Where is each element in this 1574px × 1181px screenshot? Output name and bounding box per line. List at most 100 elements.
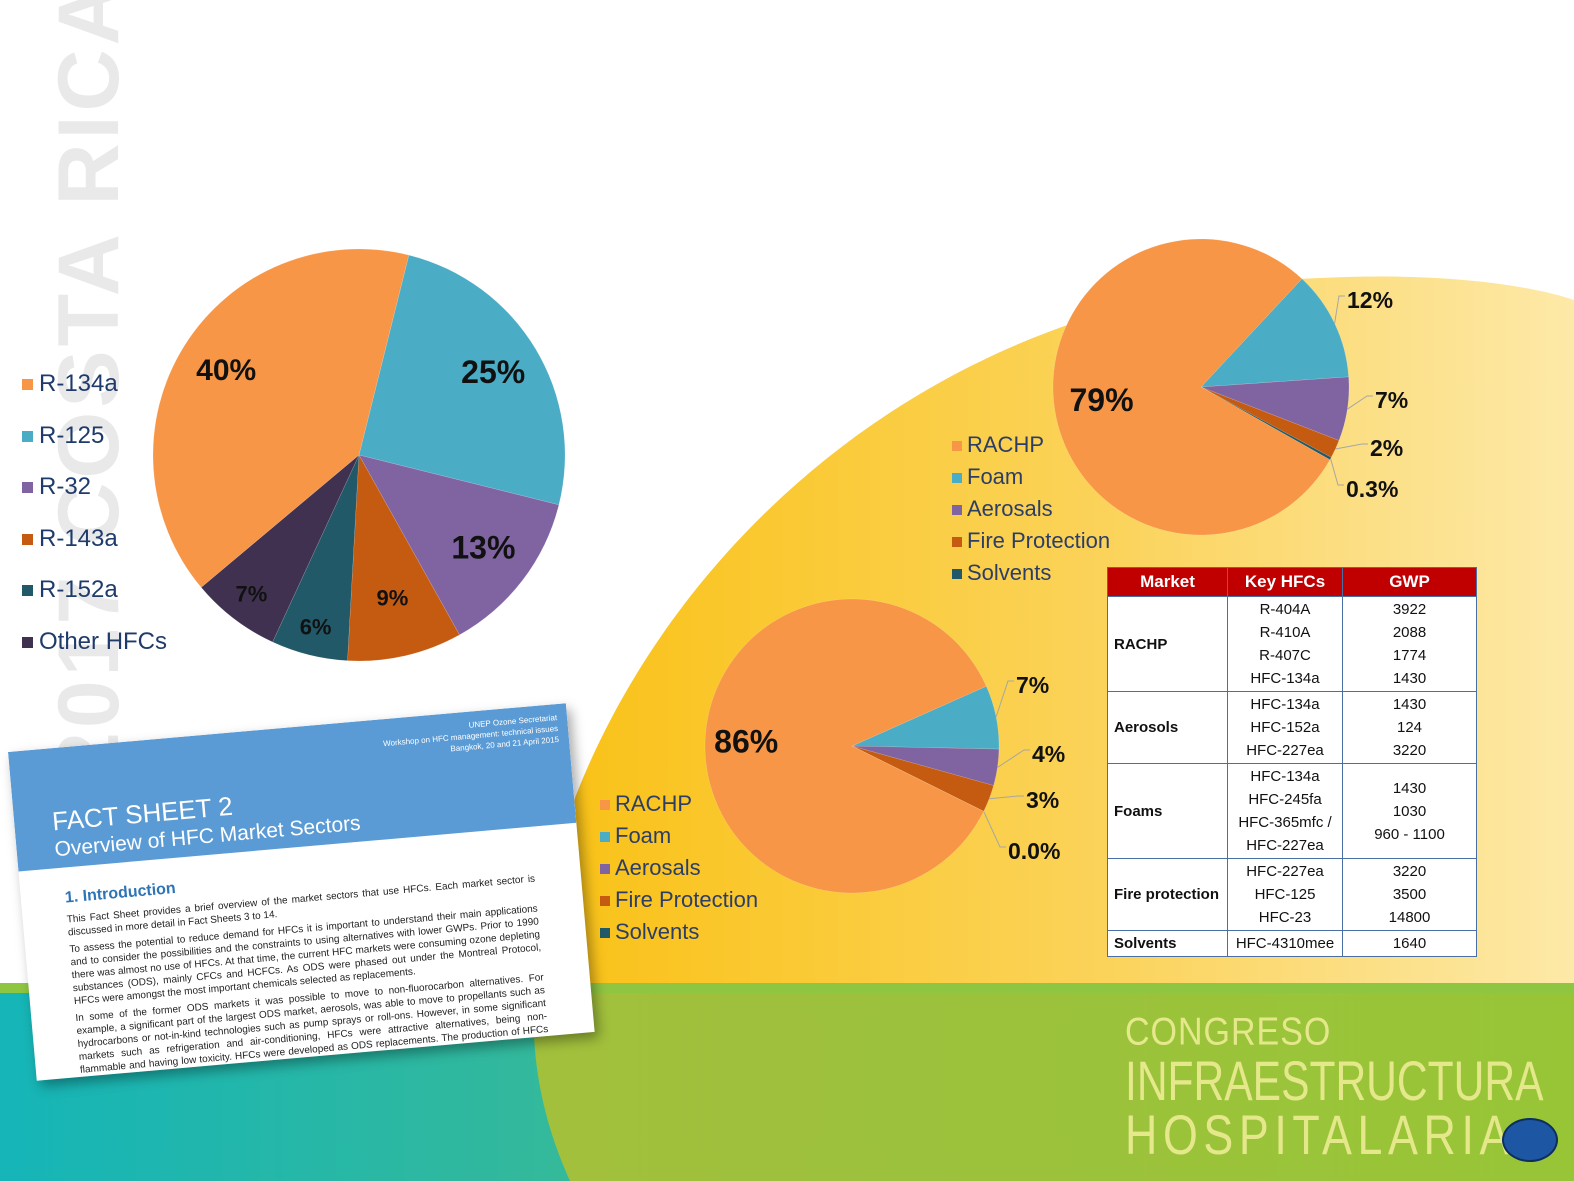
data-label: 12% xyxy=(1347,287,1393,313)
pie-slice-aerosals xyxy=(1200,376,1350,441)
gwp-value: 2088 xyxy=(1392,624,1427,641)
hfc-value: R-407C xyxy=(1259,647,1311,664)
legend-item-solvents: Solvents xyxy=(952,560,1051,586)
gwp-value: 960 - 1100 xyxy=(1374,825,1445,843)
pie-slice-rachp xyxy=(1052,238,1331,536)
data-label: 86% xyxy=(714,723,778,759)
pie-slice-other-hfcs xyxy=(200,454,360,643)
gwp-cell: 3220 3500 14800 xyxy=(1342,858,1477,931)
data-label: 40% xyxy=(196,354,256,387)
table-group-foams: Foams HFC-134a HFC-245fa HFC-365mfc / HFC-2… xyxy=(1107,763,1477,859)
legend-label: R-134a xyxy=(39,370,118,397)
hfc-value: HFC-134a xyxy=(1250,696,1320,713)
data-label: 13% xyxy=(451,530,515,566)
legend-label: R-152a xyxy=(39,576,118,603)
legend-swatch xyxy=(22,636,33,648)
brand-infraestructura: INFRAESTRUCTURA xyxy=(1125,1049,1544,1112)
legend-item-foam: Foam xyxy=(952,464,1023,490)
gwp-value: 1030 xyxy=(1392,802,1427,820)
legend-label: Foam xyxy=(967,464,1024,489)
data-label: 7% xyxy=(1016,672,1049,698)
data-label: 4% xyxy=(1032,741,1065,767)
legend-label: Aerosals xyxy=(615,855,701,880)
next-slide-button[interactable] xyxy=(1502,1118,1558,1162)
leader-line xyxy=(1334,295,1345,324)
legend-label: RACHP xyxy=(615,791,693,816)
data-label: 79% xyxy=(1069,382,1133,418)
legend-item-fire-protection: Fire Protection xyxy=(600,887,758,913)
table-header-key-hfcs: Key HFCs xyxy=(1227,567,1343,597)
gwp-value: 1430 xyxy=(1392,670,1427,687)
pie-slice-solvents xyxy=(1200,386,1332,461)
data-label: 7% xyxy=(236,582,268,607)
data-label: 0.3% xyxy=(1346,476,1398,502)
key-hfcs-cell: R-404A R-410A R-407C HFC-134a xyxy=(1227,596,1343,692)
legend-label: RACHP xyxy=(967,432,1045,457)
leader-line xyxy=(1347,395,1373,410)
legend-swatch xyxy=(952,505,962,516)
data-label: 9% xyxy=(377,585,409,610)
legend-swatch xyxy=(600,832,610,843)
gwp-value: 3500 xyxy=(1392,886,1427,903)
legend-label: R-32 xyxy=(39,473,92,500)
table-group-solvents: Solvents HFC-4310mee 1640 xyxy=(1107,930,1477,957)
key-hfcs-cell: HFC-4310mee xyxy=(1227,930,1343,957)
legend-swatch xyxy=(600,896,610,907)
legend-swatch xyxy=(22,430,33,442)
legend-swatch xyxy=(952,441,962,452)
legend-item-r-143a: R-143a xyxy=(22,525,118,553)
data-label: 0.0% xyxy=(1008,838,1060,864)
market-cell: Solvents xyxy=(1107,930,1228,957)
legend-label: R-125 xyxy=(39,421,105,449)
legend-swatch xyxy=(952,537,962,548)
hfc-value: R-404A xyxy=(1259,601,1311,618)
gwp-value: 3922 xyxy=(1392,601,1427,618)
gwp-value: 1430 xyxy=(1392,696,1427,713)
legend-swatch xyxy=(952,473,962,484)
market-cell: Foams xyxy=(1107,763,1228,859)
legend-swatch xyxy=(600,800,610,811)
legend-swatch xyxy=(22,585,33,597)
pie-slice-foam xyxy=(1200,278,1349,388)
gwp-cell: 3922 2088 1774 1430 xyxy=(1342,596,1477,692)
leader-line xyxy=(997,749,1030,768)
hfc-market-table: Market Key HFCs GWP RACHP R-404A R-410A R-4… xyxy=(1107,567,1477,957)
gwp-value: 1640 xyxy=(1392,935,1427,952)
legend-label: Fire Protection xyxy=(967,528,1111,553)
pie-slice-r-143a xyxy=(347,454,460,662)
pie-slice-rachp xyxy=(704,598,987,894)
table-group-rachp: RACHP R-404A R-410A R-407C HFC-134a 3922 2088 1… xyxy=(1107,596,1477,692)
table-group-fire-protection: Fire protection HFC-227ea HFC-125 HFC-23 322… xyxy=(1107,858,1477,931)
legend-swatch xyxy=(22,379,33,391)
table-row: Aerosols HFC-134a HFC-152a HFC-227ea 1430 124… xyxy=(1107,691,1477,764)
pie-slice-fire-protection xyxy=(1200,386,1340,458)
legend-swatch xyxy=(600,928,610,939)
hfc-value: HFC-365mfc / HFC-227ea xyxy=(1238,814,1332,854)
legend-item-foam: Foam xyxy=(600,823,671,849)
legend-label: Fire Protection xyxy=(615,887,759,912)
key-hfcs-cell: HFC-134a HFC-245fa HFC-365mfc / HFC-227ea xyxy=(1227,763,1343,859)
legend-swatch xyxy=(22,482,33,494)
gwp-cell: 1430 1030 960 - 1100 xyxy=(1342,763,1477,859)
gwp-value: 124 xyxy=(1396,719,1423,736)
leader-line xyxy=(995,680,1014,718)
table-row: RACHP R-404A R-410A R-407C HFC-134a 3922 2088 1… xyxy=(1107,596,1477,692)
market-cell: Fire protection xyxy=(1107,858,1228,931)
legend-item-rachp: RACHP xyxy=(600,791,692,817)
gwp-value: 14800 xyxy=(1388,909,1431,926)
hfc-value: HFC-134a xyxy=(1250,768,1320,785)
legend-swatch xyxy=(952,569,962,580)
legend-item-r-152a: R-152a xyxy=(22,576,118,604)
table-row: Fire protection HFC-227ea HFC-125 HFC-23 322… xyxy=(1107,858,1477,931)
data-label: 25% xyxy=(461,354,525,390)
legend-label: Foam xyxy=(615,823,672,848)
gwp-value: 3220 xyxy=(1392,742,1427,759)
hfc-value: HFC-227ea xyxy=(1246,863,1324,880)
hfc-value: HFC-227ea xyxy=(1246,742,1324,759)
legend-item-aerosals: Aerosals xyxy=(952,496,1053,522)
key-hfcs-cell: HFC-227ea HFC-125 HFC-23 xyxy=(1227,858,1343,931)
table-group-aerosols: Aerosols HFC-134a HFC-152a HFC-227ea 1430 124… xyxy=(1107,691,1477,764)
